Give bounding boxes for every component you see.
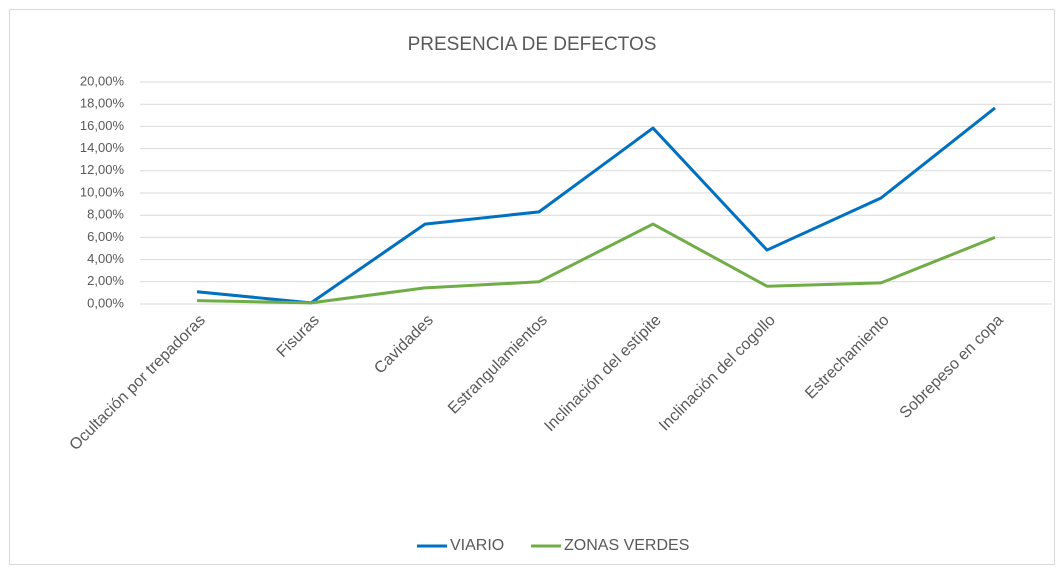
y-tick-label: 18,00% [80,96,125,111]
legend-label: ZONAS VERDES [564,537,689,554]
data-line [196,106,996,305]
chart-title: PRESENCIA DE DEFECTOS [408,34,657,55]
y-tick-label: 8,00% [87,207,124,222]
y-tick-label: 20,00% [80,73,125,88]
y-tick-label: 14,00% [80,140,125,155]
y-tick-label: 12,00% [80,162,125,177]
legend-label: VIARIO [450,537,504,554]
y-tick-label: 16,00% [80,118,125,133]
y-tick-label: 2,00% [87,273,124,288]
y-tick-label: 4,00% [87,251,124,266]
data-line [196,222,996,305]
chart-border [9,9,1055,565]
y-tick-label: 6,00% [87,229,124,244]
y-tick-label: 0,00% [87,295,124,310]
y-tick-label: 10,00% [80,184,125,199]
